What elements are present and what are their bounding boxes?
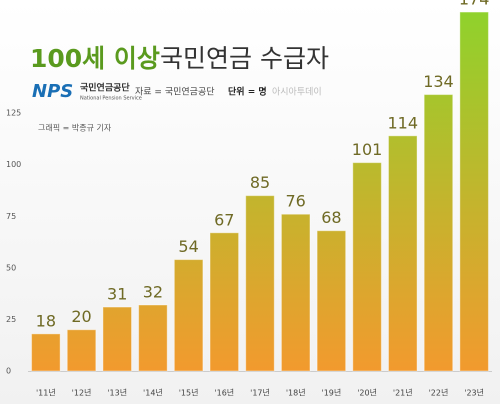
y-tick-label: 125 bbox=[6, 109, 21, 118]
value-label: 20 bbox=[71, 307, 91, 326]
y-tick-label: 0 bbox=[6, 367, 11, 376]
value-label: 31 bbox=[107, 285, 127, 304]
x-tick-label: '22년 bbox=[429, 388, 449, 398]
bar bbox=[31, 333, 61, 372]
bar bbox=[280, 213, 311, 372]
x-tick-label: '16년 bbox=[214, 388, 234, 398]
x-tick-label: '20년 bbox=[357, 388, 377, 398]
y-tick-label: 25 bbox=[6, 315, 16, 324]
publisher: 아시아투데이 bbox=[272, 87, 322, 98]
unit: 단위 = 명 bbox=[228, 86, 267, 98]
bar bbox=[459, 11, 489, 372]
y-tick-label: 50 bbox=[6, 263, 16, 272]
value-label: 76 bbox=[286, 192, 306, 211]
bar bbox=[245, 195, 275, 372]
value-label: 67 bbox=[214, 210, 234, 229]
bar bbox=[173, 259, 204, 372]
y-tick-label: 75 bbox=[6, 212, 16, 221]
bar bbox=[102, 306, 133, 372]
logo-name-en: National Pension Service bbox=[80, 96, 142, 102]
y-tick-label: 100 bbox=[6, 160, 21, 169]
x-tick-label: '14년 bbox=[143, 388, 163, 398]
x-tick-label: '11년 bbox=[36, 388, 56, 398]
bar bbox=[352, 162, 382, 372]
source: 자료 = 국민연금공단 bbox=[135, 87, 215, 98]
value-label: 32 bbox=[143, 282, 163, 301]
value-label: 114 bbox=[387, 113, 418, 132]
chart-title: 국민연금 수급자 bbox=[160, 44, 329, 73]
value-label: 134 bbox=[423, 72, 454, 91]
x-tick-label: '13년 bbox=[107, 388, 127, 398]
value-label: 101 bbox=[352, 140, 383, 159]
bar bbox=[423, 94, 454, 372]
x-tick-label: '12년 bbox=[72, 388, 92, 398]
x-tick-label: '18년 bbox=[286, 388, 306, 398]
bar bbox=[387, 135, 418, 372]
bar bbox=[138, 304, 168, 372]
logo-name: 국민연금공단 bbox=[80, 82, 130, 94]
x-tick-label: '23년 bbox=[464, 388, 484, 398]
value-label: 54 bbox=[178, 237, 198, 256]
value-label: 174 bbox=[459, 0, 490, 9]
bar bbox=[209, 232, 240, 372]
logo-mark: NPS bbox=[32, 81, 73, 102]
x-tick-label: '15년 bbox=[179, 388, 199, 398]
value-label: 68 bbox=[321, 208, 341, 227]
bar bbox=[66, 329, 97, 372]
value-label: 18 bbox=[36, 311, 56, 330]
credit: 그래픽 = 박종규 기자 bbox=[38, 123, 112, 133]
x-tick-label: '21년 bbox=[393, 388, 413, 398]
bar bbox=[316, 230, 347, 372]
x-tick-label: '19년 bbox=[322, 388, 342, 398]
chart-title-highlight: 100세 이상 bbox=[30, 44, 160, 73]
value-label: 85 bbox=[250, 173, 270, 192]
x-tick-label: '17년 bbox=[250, 388, 270, 398]
